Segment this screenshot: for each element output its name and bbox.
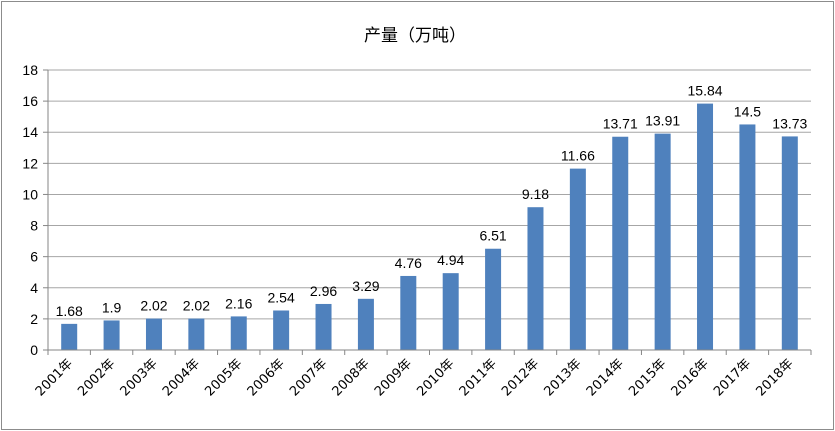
bar [697, 103, 714, 350]
x-tick-label: 2018年 [753, 356, 796, 399]
bar [230, 316, 247, 350]
data-label: 15.84 [688, 83, 723, 99]
y-tick-label: 4 [30, 280, 38, 296]
x-tick-label: 2012年 [499, 356, 542, 399]
y-tick-label: 12 [22, 155, 38, 171]
x-tick-label: 2003年 [118, 356, 161, 399]
x-tick-label: 2009年 [372, 356, 415, 399]
x-tick-label: 2005年 [202, 356, 245, 399]
y-tick-label: 6 [30, 249, 38, 265]
y-tick-label: 8 [30, 218, 38, 234]
x-tick-label: 2016年 [669, 356, 712, 399]
data-label: 4.76 [395, 255, 422, 271]
data-label: 13.73 [772, 115, 807, 131]
x-tick-label: 2007年 [287, 356, 330, 399]
data-label: 6.51 [479, 228, 506, 244]
bar [612, 136, 629, 350]
data-label: 1.68 [56, 303, 83, 319]
data-label: 2.54 [268, 289, 295, 305]
bar [654, 133, 671, 350]
data-label: 2.02 [140, 298, 167, 314]
x-tick-label: 2013年 [541, 356, 584, 399]
data-label: 11.66 [561, 148, 595, 164]
data-label: 2.16 [225, 295, 252, 311]
bar [781, 136, 798, 350]
x-tick-label: 2002年 [75, 356, 118, 399]
x-tick-label: 2010年 [414, 356, 457, 399]
y-tick-label: 16 [22, 93, 38, 109]
bar [145, 318, 162, 350]
bar [273, 310, 290, 350]
y-tick-label: 18 [22, 62, 38, 78]
bars [61, 103, 798, 350]
x-tick-label: 2001年 [33, 356, 76, 399]
x-tick-label: 2004年 [160, 356, 203, 399]
bar [485, 248, 502, 350]
bar [357, 298, 374, 350]
data-labels: 1.68 1.9 2.02 2.02 2.16 2.54 2.96 3.29 4.76 4.94 6… [56, 83, 808, 319]
x-tick-label: 2017年 [711, 356, 754, 399]
y-tick-label: 14 [22, 124, 38, 140]
y-tick-label: 0 [30, 342, 38, 358]
data-label: 14.5 [734, 103, 761, 119]
y-tick-label: 10 [22, 186, 38, 202]
data-label: 9.18 [522, 186, 549, 202]
x-axis-ticks: 2001年 2002年 2003年 2004年 2005年 2006年 2007年 2008年… [33, 356, 797, 399]
data-label: 13.91 [645, 113, 680, 129]
axes [47, 70, 812, 355]
bar [61, 323, 78, 350]
data-label: 1.9 [102, 299, 122, 315]
bar [188, 318, 205, 350]
y-axis-ticks: 0 2 4 6 8 10 12 14 16 18 [22, 62, 48, 358]
x-tick-label: 2011年 [457, 356, 500, 399]
bar [569, 168, 586, 350]
data-label: 3.29 [352, 278, 379, 294]
data-label: 13.71 [603, 116, 638, 132]
x-tick-label: 2014年 [584, 356, 627, 399]
x-tick-label: 2015年 [626, 356, 669, 399]
data-label: 4.94 [437, 252, 464, 268]
bar [442, 273, 459, 350]
bar [315, 303, 332, 350]
chart-title: 产量（万吨） [364, 26, 466, 46]
x-tick-label: 2008年 [330, 356, 373, 399]
bar [527, 207, 544, 350]
bar [400, 275, 417, 350]
x-tick-label: 2006年 [245, 356, 288, 399]
gridlines [48, 69, 811, 320]
bar [103, 320, 120, 350]
data-label: 2.96 [310, 283, 337, 299]
y-tick-label: 2 [30, 311, 38, 327]
bar [739, 124, 756, 350]
data-label: 2.02 [183, 298, 210, 314]
